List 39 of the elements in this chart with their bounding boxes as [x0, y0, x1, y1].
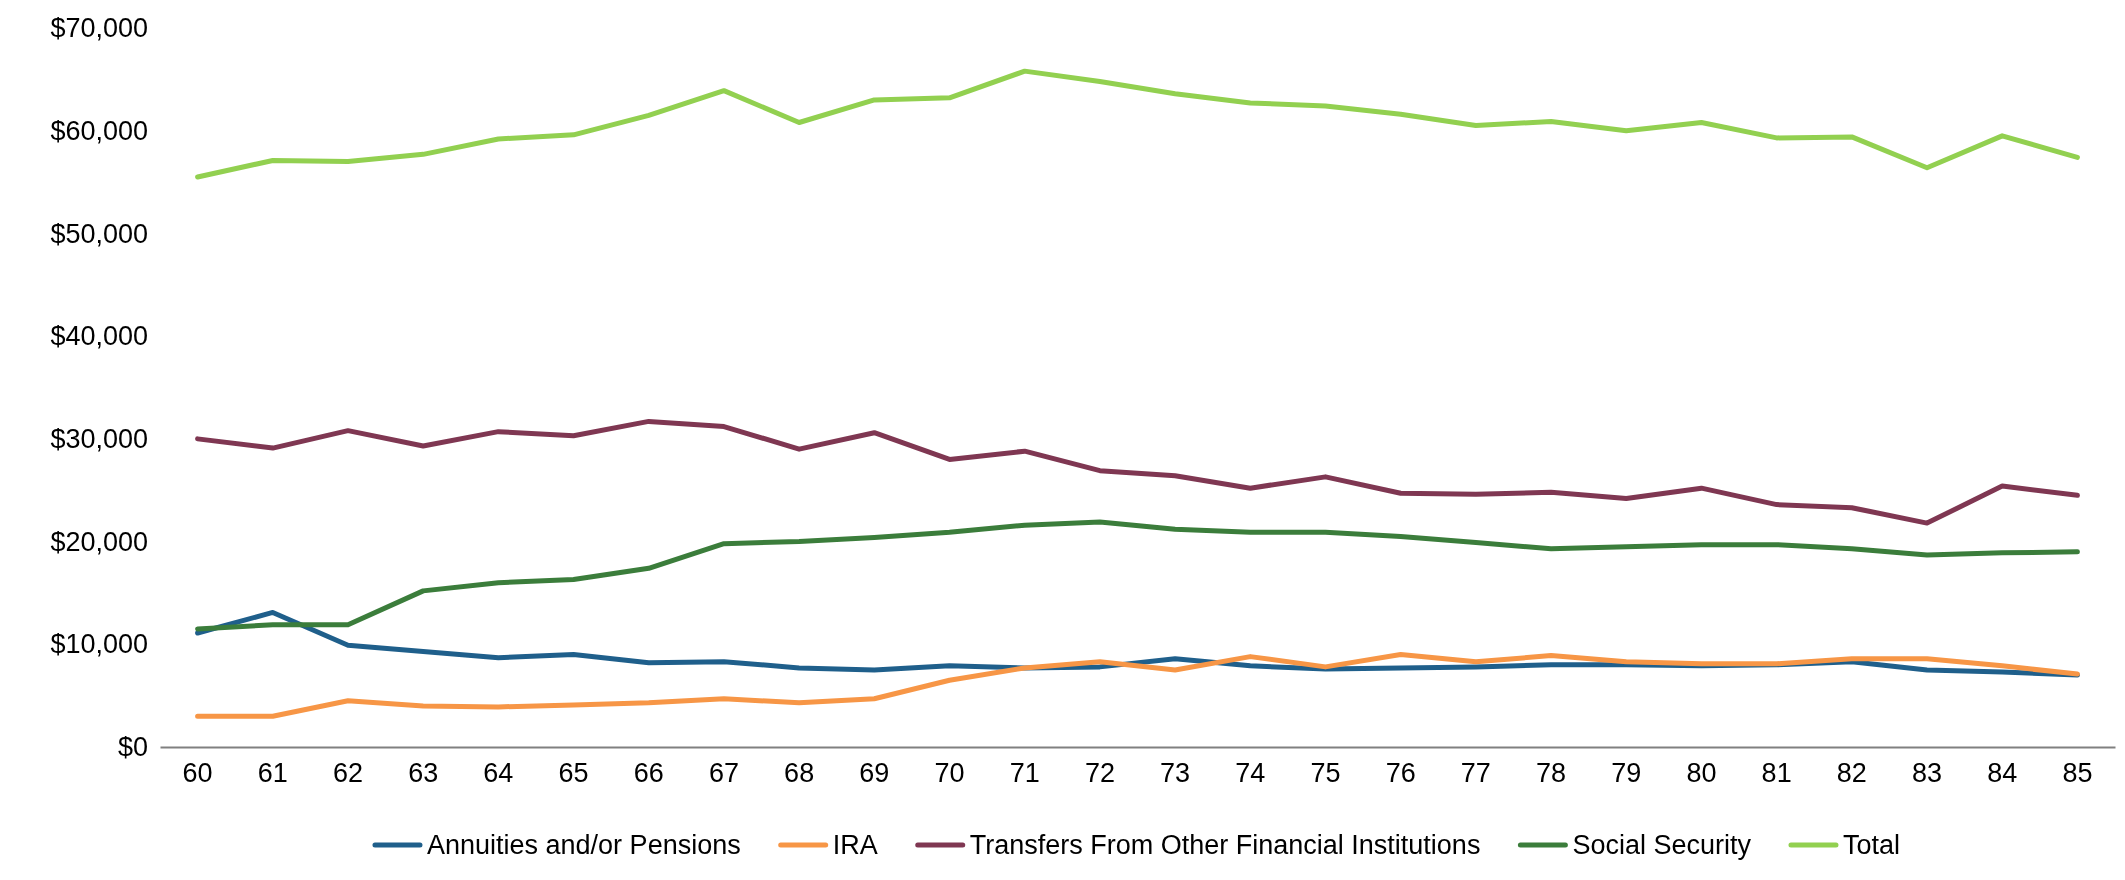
x-tick-label: 60: [182, 758, 213, 789]
x-tick-label: 79: [1611, 758, 1642, 789]
x-tick-label: 80: [1686, 758, 1717, 789]
legend-label: Total: [1842, 830, 1901, 860]
y-tick-label: $70,000: [50, 13, 148, 44]
x-tick-label: 77: [1460, 758, 1491, 789]
x-tick-label: 67: [708, 758, 739, 789]
x-tick-label: 84: [1987, 758, 2018, 789]
y-tick-label: $10,000: [50, 629, 148, 660]
x-tick-label: 73: [1160, 758, 1191, 789]
x-tick-label: 74: [1235, 758, 1266, 789]
x-tick-label: 63: [408, 758, 439, 789]
y-tick-label: $40,000: [50, 321, 148, 352]
legend-label: Annuities and/or Pensions: [426, 830, 741, 860]
x-tick-label: 82: [1836, 758, 1867, 789]
legend-label: Transfers From Other Financial Institutions: [969, 830, 1481, 860]
legend-label: Social Security: [1572, 830, 1752, 860]
x-tick-label: 62: [332, 758, 363, 789]
x-tick-label: 85: [2062, 758, 2093, 789]
x-tick-label: 71: [1009, 758, 1040, 789]
y-tick-label: $60,000: [50, 115, 148, 146]
x-tick-label: 75: [1310, 758, 1341, 789]
y-tick-label: $30,000: [50, 424, 148, 454]
legend-label: IRA: [832, 830, 878, 860]
x-tick-label: 69: [859, 758, 890, 789]
x-tick-label: 64: [483, 758, 514, 789]
x-tick-label: 66: [633, 758, 664, 789]
y-tick-label: $20,000: [50, 526, 148, 557]
x-tick-label: 72: [1084, 758, 1115, 789]
x-tick-label: 78: [1536, 758, 1567, 789]
x-tick-label: 76: [1385, 758, 1416, 789]
x-tick-label: 70: [934, 758, 965, 789]
x-tick-label: 68: [784, 758, 815, 789]
x-tick-label: 61: [257, 758, 288, 789]
x-tick-label: 81: [1761, 758, 1792, 789]
x-tick-label: 65: [558, 758, 589, 789]
y-tick-label: $50,000: [50, 218, 148, 249]
y-tick-label: $0: [117, 732, 148, 763]
x-tick-label: 83: [1912, 758, 1943, 789]
